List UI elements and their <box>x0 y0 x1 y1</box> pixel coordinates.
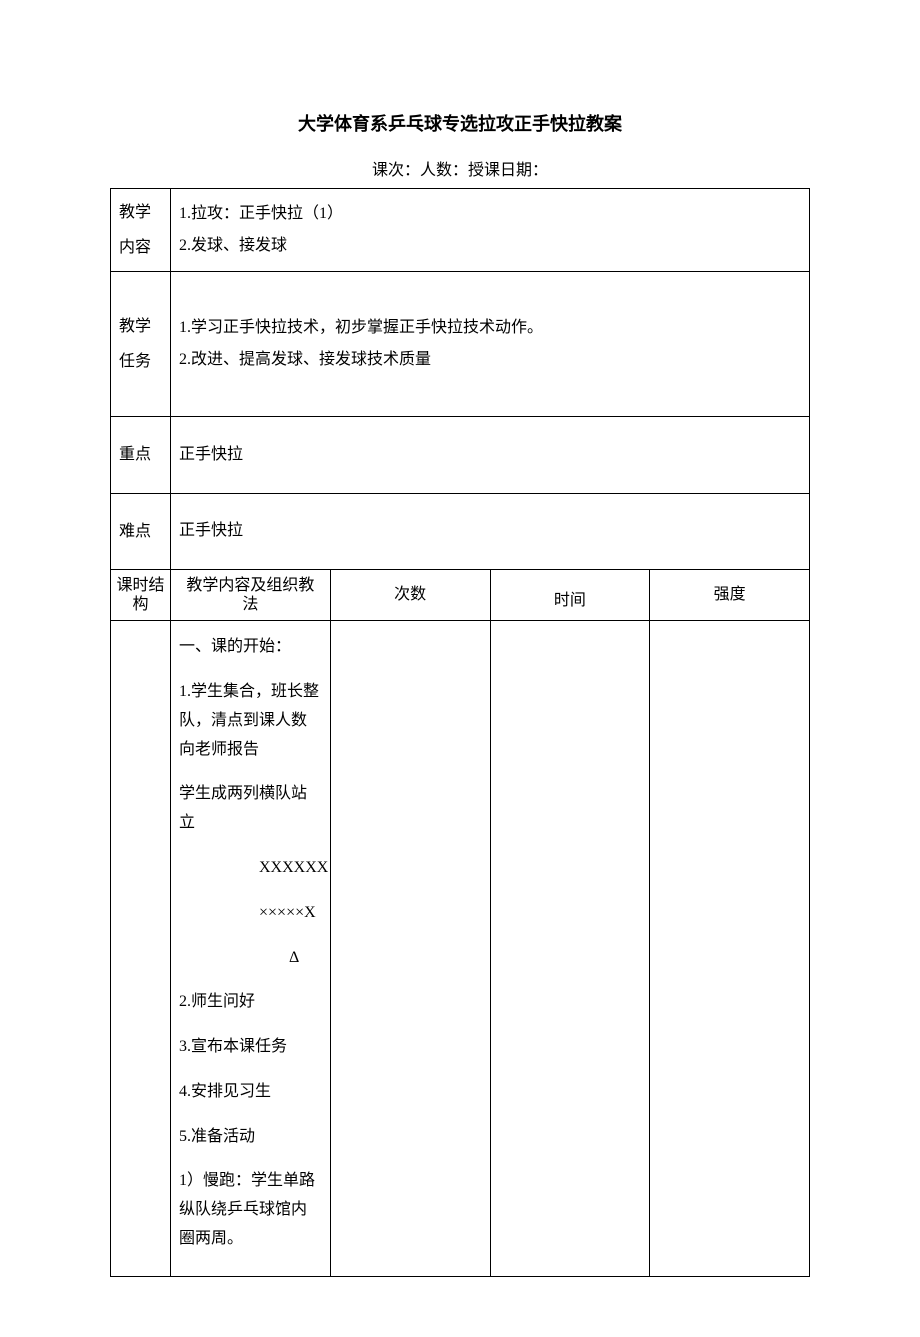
cell-focus: 正手快拉 <box>171 417 810 493</box>
cell-difficulty: 正手快拉 <box>171 493 810 569</box>
header-time-text: 时间 <box>554 591 586 610</box>
label-text: 教学 任务 <box>119 318 151 370</box>
cell-teaching-content: 1.拉攻：正手快拉（1） 2.发球、接发球 <box>171 189 810 272</box>
cell-body-intensity <box>650 621 810 1277</box>
label-teaching-content: 教学 内容 <box>111 189 171 272</box>
document-title: 大学体育系乒乓球专选拉攻正手快拉教案 <box>110 110 810 136</box>
label-focus: 重点 <box>111 417 171 493</box>
row-teaching-task: 教学 任务 1.学习正手快拉技术，初步掌握正手快拉技术动作。 2.改进、提高发球… <box>111 272 810 417</box>
body-line-3: 学生成两列横队站立 <box>179 780 322 838</box>
header-structure: 课时结构 <box>111 569 171 620</box>
body-line-2: 1.学生集合，班长整队，清点到课人数向老师报告 <box>179 678 322 764</box>
header-count: 次数 <box>330 569 490 620</box>
task-line-2: 2.改进、提高发球、接发球技术质量 <box>179 344 801 376</box>
lesson-plan-table: 教学 内容 1.拉攻：正手快拉（1） 2.发球、接发球 教学 任务 1.学习正手… <box>110 188 810 1277</box>
cell-body-structure <box>111 621 171 1277</box>
header-intensity: 强度 <box>650 569 810 620</box>
header-count-text: 次数 <box>394 585 426 604</box>
header-time: 时间 <box>490 569 650 620</box>
row-difficulty: 难点 正手快拉 <box>111 493 810 569</box>
cell-body-count <box>330 621 490 1277</box>
row-body: 一、课的开始： 1.学生集合，班长整队，清点到课人数向老师报告 学生成两列横队站… <box>111 621 810 1277</box>
row-section-header: 课时结构 教学内容及组织教法 次数 时间 强度 <box>111 569 810 620</box>
content-line-1: 1.拉攻：正手快拉（1） <box>179 198 801 230</box>
cell-teaching-task: 1.学习正手快拉技术，初步掌握正手快拉技术动作。 2.改进、提高发球、接发球技术… <box>171 272 810 417</box>
body-line-11: 1）慢跑：学生单路纵队绕乒乓球馆内圈两周。 <box>179 1167 322 1253</box>
body-line-5: ×××××X <box>179 899 322 928</box>
row-focus: 重点 正手快拉 <box>111 417 810 493</box>
cell-body-content: 一、课的开始： 1.学生集合，班长整队，清点到课人数向老师报告 学生成两列横队站… <box>171 621 331 1277</box>
cell-body-time <box>490 621 650 1277</box>
header-content: 教学内容及组织教法 <box>171 569 331 620</box>
label-difficulty: 难点 <box>111 493 171 569</box>
header-intensity-text: 强度 <box>714 585 746 604</box>
task-line-1: 1.学习正手快拉技术，初步掌握正手快拉技术动作。 <box>179 312 801 344</box>
row-teaching-content: 教学 内容 1.拉攻：正手快拉（1） 2.发球、接发球 <box>111 189 810 272</box>
body-line-7: 2.师生问好 <box>179 988 322 1017</box>
document-subtitle: 课次：人数：授课日期： <box>110 156 810 180</box>
body-line-8: 3.宣布本课任务 <box>179 1033 322 1062</box>
body-line-9: 4.安排见习生 <box>179 1078 322 1107</box>
body-line-6: Δ <box>179 944 322 973</box>
label-teaching-task: 教学 任务 <box>111 272 171 417</box>
body-line-4: XXXXXX <box>179 854 322 883</box>
content-line-2: 2.发球、接发球 <box>179 230 801 262</box>
body-line-1: 一、课的开始： <box>179 633 322 662</box>
body-line-10: 5.准备活动 <box>179 1123 322 1152</box>
label-text: 教学 内容 <box>119 204 151 256</box>
